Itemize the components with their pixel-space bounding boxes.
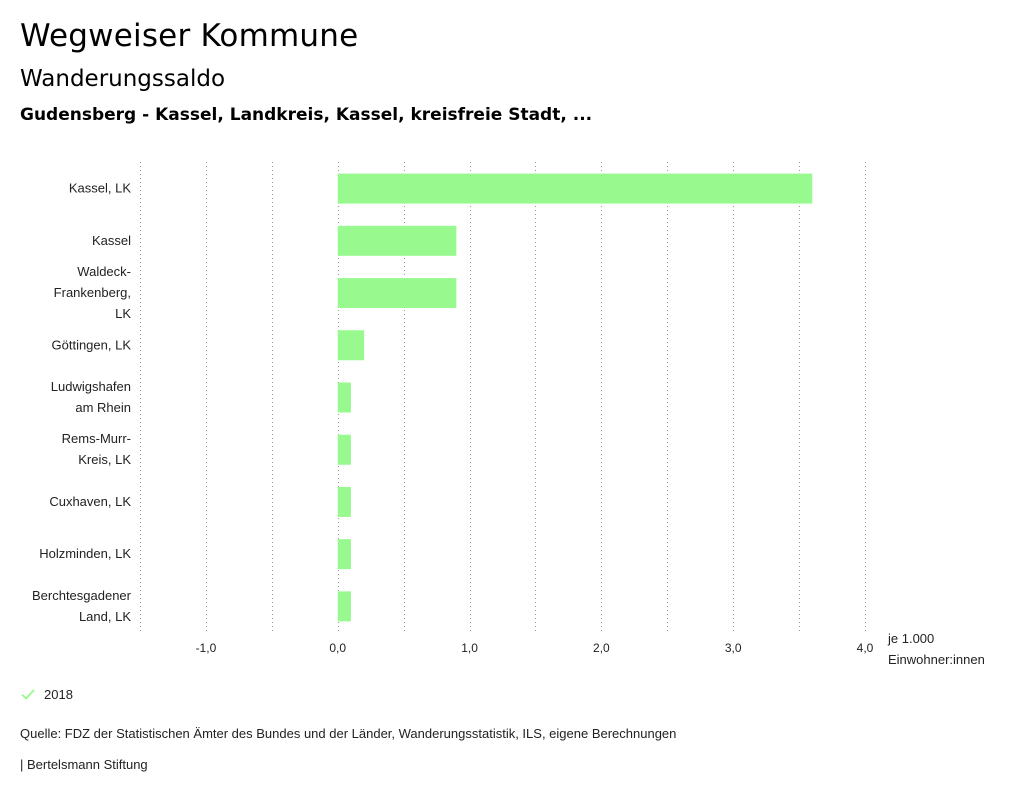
category-label: am Rhein	[75, 400, 131, 415]
x-tick-label: 1,0	[461, 641, 478, 655]
x-axis-unit-label: je 1.000 Einwohner:innen	[888, 628, 985, 670]
category-label: Cuxhaven, LK	[49, 494, 131, 509]
bar	[337, 539, 351, 570]
legend-label: 2018	[44, 686, 73, 702]
bar	[337, 486, 351, 517]
category-label: Berchtesgadener	[32, 588, 132, 603]
category-label: Kassel, LK	[69, 181, 131, 196]
bar-chart: -1,0 0,0 1,0 2,0 3,0 4,0 Kassel, LK Kassel Walde…	[32, 162, 874, 655]
x-tick-label: 2,0	[593, 641, 610, 655]
source-note: Quelle: FDZ der Statistischen Ämter des …	[20, 726, 677, 741]
x-tick-label: 3,0	[725, 641, 742, 655]
legend[interactable]: 2018	[20, 686, 73, 702]
region-title: Gudensberg - Kassel, Landkreis, Kassel, …	[20, 105, 593, 125]
bar	[337, 434, 351, 465]
page-title: Wegweiser Kommune	[20, 18, 359, 54]
category-label: Land, LK	[79, 609, 131, 624]
category-label: Kassel	[92, 233, 131, 248]
x-tick-label: 4,0	[857, 641, 874, 655]
bar	[337, 278, 457, 309]
x-tick-label: 0,0	[329, 641, 346, 655]
category-label: Rems-Murr-	[62, 431, 131, 446]
unit-line-1: je 1.000	[888, 631, 935, 646]
category-label: Holzminden, LK	[39, 546, 131, 561]
check-icon[interactable]	[20, 686, 36, 702]
bar	[337, 591, 351, 622]
bar	[337, 173, 813, 204]
category-label: Göttingen, LK	[52, 337, 132, 352]
chart-subtitle: Wanderungssaldo	[20, 66, 226, 92]
category-label: Waldeck-	[77, 264, 131, 279]
unit-line-2: Einwohner:innen	[888, 652, 985, 667]
bar	[337, 382, 351, 413]
category-label: Kreis, LK	[78, 452, 131, 467]
x-tick-label: -1,0	[196, 641, 217, 655]
category-label: Ludwigshafen	[51, 379, 131, 394]
footer-credit: | Bertelsmann Stiftung	[20, 757, 148, 772]
category-label: LK	[115, 306, 131, 321]
category-label: Frankenberg,	[54, 285, 131, 300]
bar	[337, 330, 365, 361]
bar	[337, 225, 457, 256]
